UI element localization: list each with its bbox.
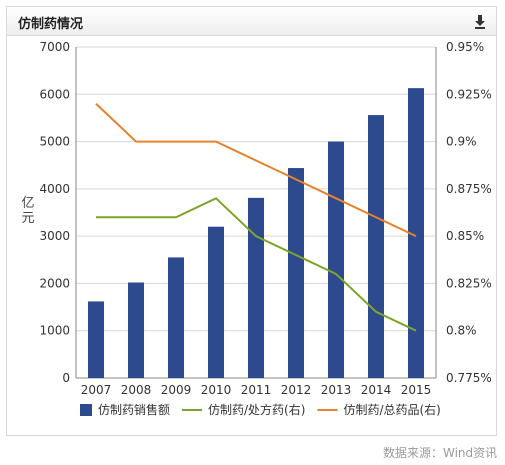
- bar: [128, 282, 144, 378]
- bar: [288, 168, 304, 378]
- x-tick-label: 2012: [281, 383, 312, 397]
- y-right-tick-label: 0.825%: [446, 276, 492, 290]
- legend-swatch: [80, 404, 92, 416]
- panel-title: 仿制药情况: [18, 17, 84, 32]
- y-right-tick-label: 0.875%: [446, 182, 492, 196]
- bar: [248, 197, 264, 378]
- bar: [88, 301, 104, 378]
- y-left-tick-label: 6000: [39, 87, 70, 101]
- x-tick-label: 2010: [201, 383, 232, 397]
- x-tick-label: 2008: [121, 383, 152, 397]
- bar: [408, 88, 424, 378]
- legend-label: 仿制药/总药品(右): [343, 402, 440, 417]
- bar: [208, 226, 224, 378]
- legend-label: 仿制药/处方药(右): [208, 402, 305, 417]
- x-tick-label: 2015: [401, 383, 432, 397]
- y-left-tick-label: 7000: [39, 40, 70, 54]
- x-tick-label: 2011: [241, 383, 272, 397]
- y-right-tick-label: 0.9%: [446, 135, 477, 149]
- x-tick-label: 2009: [161, 383, 192, 397]
- panel-header: 仿制药情况: [7, 7, 496, 36]
- bar: [328, 141, 344, 378]
- y-left-tick-label: 5000: [39, 135, 70, 149]
- bar: [368, 115, 384, 378]
- y-left-axis-label: 元: [21, 211, 34, 226]
- y-right-tick-label: 0.95%: [446, 40, 484, 54]
- y-left-tick-label: 2000: [39, 276, 70, 290]
- y-right-tick-label: 0.775%: [446, 371, 492, 385]
- y-left-tick-label: 1000: [39, 324, 70, 338]
- download-icon[interactable]: [472, 13, 488, 29]
- y-left-tick-label: 0: [62, 371, 70, 385]
- combo-chart: 0 1000 2000 3000 4000 5000 6000 7000 0.775% 0.8% 0…: [21, 40, 492, 417]
- series-line: [95, 103, 417, 238]
- y-left-axis-label: 亿: [21, 196, 34, 211]
- bar: [168, 257, 184, 378]
- y-right-tick-label: 0.925%: [446, 87, 492, 101]
- x-tick-label: 2007: [81, 383, 112, 397]
- x-tick-label: 2013: [321, 383, 352, 397]
- y-left-tick-label: 3000: [39, 229, 70, 243]
- x-tick-label: 2014: [361, 383, 392, 397]
- series-line: [96, 197, 417, 332]
- y-left-tick-label: 4000: [39, 182, 70, 196]
- y-right-tick-label: 0.8%: [446, 324, 477, 338]
- y-right-tick-label: 0.85%: [446, 229, 484, 243]
- legend-label: 仿制药销售额: [98, 402, 170, 417]
- data-source: 数据来源：Wind资讯: [383, 446, 498, 460]
